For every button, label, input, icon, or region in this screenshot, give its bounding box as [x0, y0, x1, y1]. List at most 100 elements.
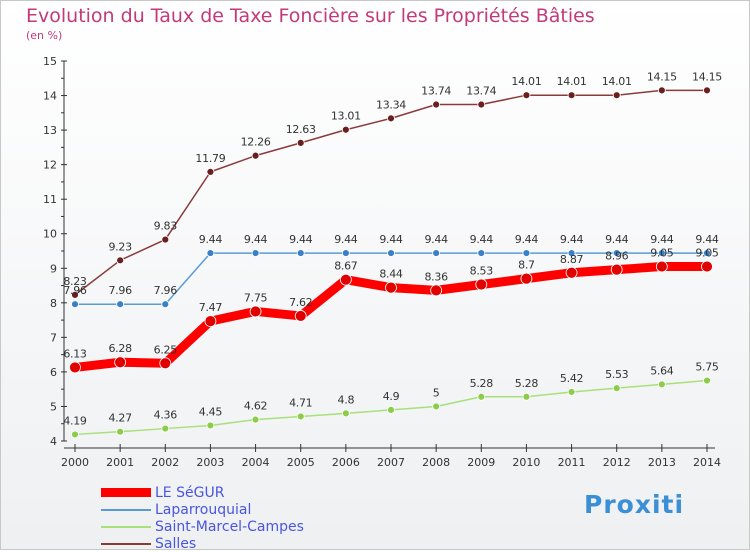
data-label: 9.44	[424, 233, 448, 246]
data-label: 9.05	[695, 247, 719, 260]
data-label: 9.44	[289, 233, 313, 246]
legend-swatch	[101, 488, 151, 497]
data-label: 4.19	[63, 414, 87, 427]
x-tick-label: 2002	[151, 456, 179, 469]
data-label: 5.75	[695, 361, 719, 374]
data-point	[610, 263, 623, 276]
data-point	[477, 249, 486, 257]
x-tick-label: 2007	[377, 456, 405, 469]
data-point	[339, 273, 352, 286]
legend-swatch	[101, 542, 151, 545]
data-label: 4.36	[154, 409, 178, 422]
legend-item: Laparrouquial	[101, 501, 304, 518]
data-label: 9.83	[154, 220, 178, 233]
data-point	[387, 406, 395, 414]
data-point	[204, 315, 217, 328]
data-point	[71, 300, 79, 309]
data-label: 9.23	[108, 240, 132, 253]
data-point	[116, 427, 125, 436]
line-chart: 4 5 6 7 8 9 10 11 12 13 14 15 2000 2001 2002 2003 2004 20…	[43, 55, 723, 469]
legend-swatch	[101, 525, 151, 528]
data-point	[161, 424, 170, 433]
data-label: 9.44	[470, 233, 494, 246]
data-label: 9.05	[650, 247, 674, 260]
data-point	[567, 388, 576, 396]
proxiti-logo: Proxiti	[584, 490, 685, 519]
legend-label: LE SéGUR	[155, 484, 225, 501]
data-point	[71, 290, 79, 299]
data-point	[116, 300, 125, 309]
data-label: 9.44	[334, 233, 358, 246]
data-point	[251, 249, 260, 257]
data-point	[612, 384, 621, 393]
y-tick-label: 11	[43, 193, 57, 206]
legend-item: LE SéGUR	[101, 484, 304, 501]
data-point	[206, 421, 215, 430]
data-label: 7.75	[244, 291, 268, 304]
data-label: 6.28	[108, 342, 132, 355]
data-label: 4.9	[383, 390, 400, 403]
y-tick-label: 14	[43, 90, 57, 103]
data-point	[161, 235, 170, 244]
data-point	[294, 310, 307, 322]
data-label: 11.79	[195, 152, 225, 165]
data-label: 5	[433, 386, 440, 399]
y-tick-label: 8	[50, 297, 57, 310]
data-point	[206, 167, 215, 176]
x-tick-label: 2003	[196, 456, 224, 469]
data-point	[432, 249, 441, 257]
data-label: 8.96	[605, 250, 629, 263]
data-point	[296, 412, 305, 421]
data-label: 8.7	[518, 259, 535, 272]
y-tick-label: 4	[50, 435, 57, 448]
data-point	[655, 260, 668, 273]
data-point	[159, 357, 172, 370]
data-label: 5.64	[650, 364, 674, 377]
x-tick-label: 2005	[287, 456, 315, 469]
data-point	[657, 86, 666, 95]
data-label: 4.27	[108, 412, 132, 425]
x-tick-label: 2009	[467, 456, 495, 469]
data-point	[114, 356, 127, 369]
data-label: 8.87	[560, 253, 584, 266]
y-axis-unit: (en %)	[26, 29, 63, 42]
data-point	[432, 100, 441, 109]
data-point	[701, 260, 713, 273]
data-point	[520, 272, 533, 285]
data-label: 7.47	[199, 301, 223, 314]
x-tick-label: 2001	[106, 456, 134, 469]
data-label: 12.26	[241, 136, 271, 149]
data-label: 14.01	[511, 75, 541, 88]
legend-label: Saint-Marcel-Campes	[155, 518, 304, 535]
chart-title: Evolution du Taux de Taxe Foncière sur l…	[26, 5, 595, 27]
data-point	[251, 415, 260, 424]
data-point	[612, 249, 621, 257]
data-point	[432, 402, 441, 411]
x-tick-label: 2010	[512, 456, 540, 469]
data-label: 9.44	[244, 233, 268, 246]
data-label: 14.01	[557, 75, 587, 88]
y-tick-label: 13	[43, 124, 57, 137]
y-tick-label: 5	[50, 400, 57, 413]
data-label: 13.74	[421, 85, 451, 98]
data-point	[567, 249, 576, 257]
data-label: 5.28	[470, 377, 494, 390]
data-label: 9.44	[650, 233, 674, 246]
legend-label: Salles	[155, 535, 197, 552]
y-tick-label: 7	[50, 331, 57, 344]
data-label: 4.71	[289, 396, 312, 409]
data-label: 7.96	[154, 284, 178, 297]
data-label: 6.13	[63, 347, 87, 360]
data-label: 8.44	[379, 268, 403, 281]
data-label: 4.62	[244, 400, 267, 413]
x-tick-label: 2000	[61, 456, 89, 469]
data-label: 9.44	[199, 233, 223, 246]
data-label: 9.44	[605, 233, 629, 246]
data-point	[341, 125, 350, 134]
legend-item: Salles	[101, 535, 304, 552]
data-point	[385, 281, 397, 294]
data-label: 9.44	[695, 233, 719, 246]
data-point	[341, 409, 350, 418]
data-label: 5.28	[515, 377, 539, 390]
data-point	[341, 249, 350, 257]
